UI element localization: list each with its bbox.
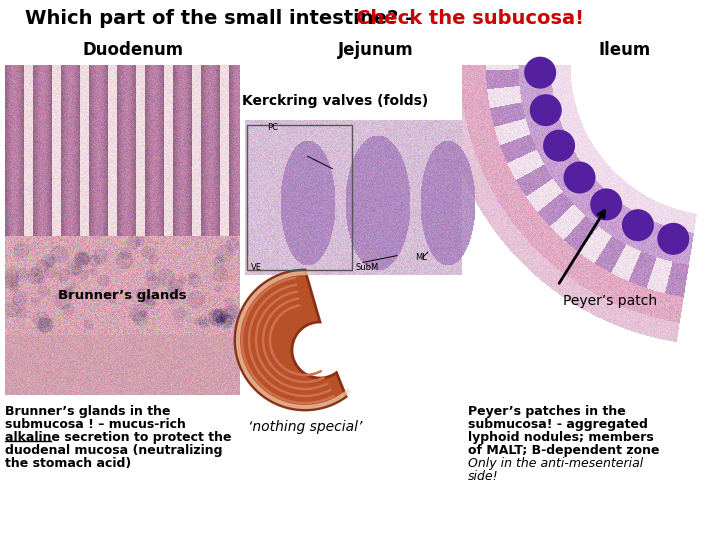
Text: SubM: SubM xyxy=(355,263,378,272)
Text: Jejunum: Jejunum xyxy=(338,41,414,59)
Bar xyxy=(462,65,720,365)
Circle shape xyxy=(543,130,575,161)
Text: Kerckring valves (folds): Kerckring valves (folds) xyxy=(242,94,428,108)
Circle shape xyxy=(657,223,689,255)
Text: Check the subucosa!: Check the subucosa! xyxy=(356,9,584,28)
Text: submucosa ! – mucus-rich: submucosa ! – mucus-rich xyxy=(5,418,186,431)
Text: duodenal mucosa (neutralizing: duodenal mucosa (neutralizing xyxy=(5,444,222,457)
Text: Brunner’s glands in the: Brunner’s glands in the xyxy=(5,405,171,418)
Text: the stomach acid): the stomach acid) xyxy=(5,457,131,470)
Polygon shape xyxy=(235,270,346,410)
Text: Which part of the small intestine? -: Which part of the small intestine? - xyxy=(25,9,420,28)
Circle shape xyxy=(564,161,595,193)
Text: Only in the anti-mesenterial: Only in the anti-mesenterial xyxy=(468,457,643,470)
Bar xyxy=(247,125,352,270)
Text: lyphoid nodules; members: lyphoid nodules; members xyxy=(468,431,654,444)
Text: submucosa! - aggregated: submucosa! - aggregated xyxy=(468,418,648,431)
Text: Ileum: Ileum xyxy=(598,41,650,59)
Text: Duodenum: Duodenum xyxy=(82,41,183,59)
Text: of MALT; B-dependent zone: of MALT; B-dependent zone xyxy=(468,444,660,457)
Text: Peyer’s patch: Peyer’s patch xyxy=(562,294,657,308)
Text: Brunner’s glands: Brunner’s glands xyxy=(58,289,186,302)
Text: ‘nothing special’: ‘nothing special’ xyxy=(248,420,362,434)
Text: side!: side! xyxy=(468,470,499,483)
Text: VE: VE xyxy=(251,263,262,272)
Text: Peyer’s patches in the: Peyer’s patches in the xyxy=(468,405,626,418)
Circle shape xyxy=(590,188,622,220)
Circle shape xyxy=(524,57,556,89)
Circle shape xyxy=(530,94,562,126)
Circle shape xyxy=(622,209,654,241)
Text: ML: ML xyxy=(415,253,427,262)
Text: PC: PC xyxy=(267,123,278,132)
Text: alkaline secretion to protect the: alkaline secretion to protect the xyxy=(5,431,232,444)
